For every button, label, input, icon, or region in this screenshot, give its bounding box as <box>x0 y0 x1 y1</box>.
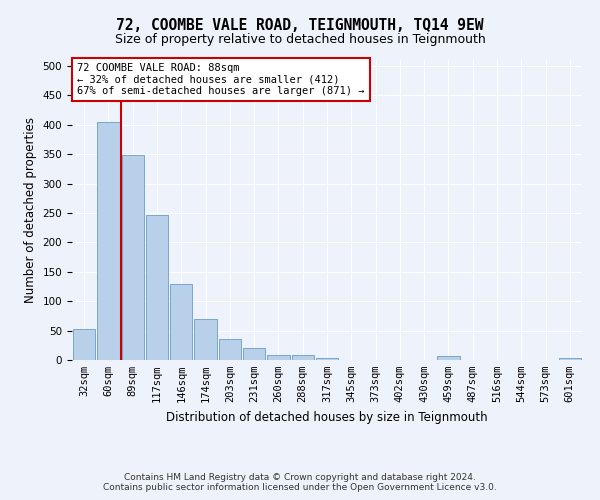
Bar <box>218 340 241 360</box>
Text: 72, COOMBE VALE ROAD, TEIGNMOUTH, TQ14 9EW: 72, COOMBE VALE ROAD, TEIGNMOUTH, TQ14 9… <box>116 18 484 32</box>
Bar <box>73 330 95 360</box>
Bar <box>437 356 460 360</box>
Y-axis label: Number of detached properties: Number of detached properties <box>24 117 37 303</box>
Bar <box>194 319 217 360</box>
Bar <box>316 358 338 360</box>
X-axis label: Distribution of detached houses by size in Teignmouth: Distribution of detached houses by size … <box>166 410 488 424</box>
Bar <box>292 356 314 360</box>
Bar <box>146 216 168 360</box>
Bar <box>559 358 581 360</box>
Text: Contains HM Land Registry data © Crown copyright and database right 2024.
Contai: Contains HM Land Registry data © Crown c… <box>103 473 497 492</box>
Bar <box>267 356 290 360</box>
Bar <box>122 156 144 360</box>
Bar <box>97 122 119 360</box>
Bar <box>243 348 265 360</box>
Text: 72 COOMBE VALE ROAD: 88sqm
← 32% of detached houses are smaller (412)
67% of sem: 72 COOMBE VALE ROAD: 88sqm ← 32% of deta… <box>77 63 365 96</box>
Text: Size of property relative to detached houses in Teignmouth: Size of property relative to detached ho… <box>115 32 485 46</box>
Bar <box>170 284 193 360</box>
